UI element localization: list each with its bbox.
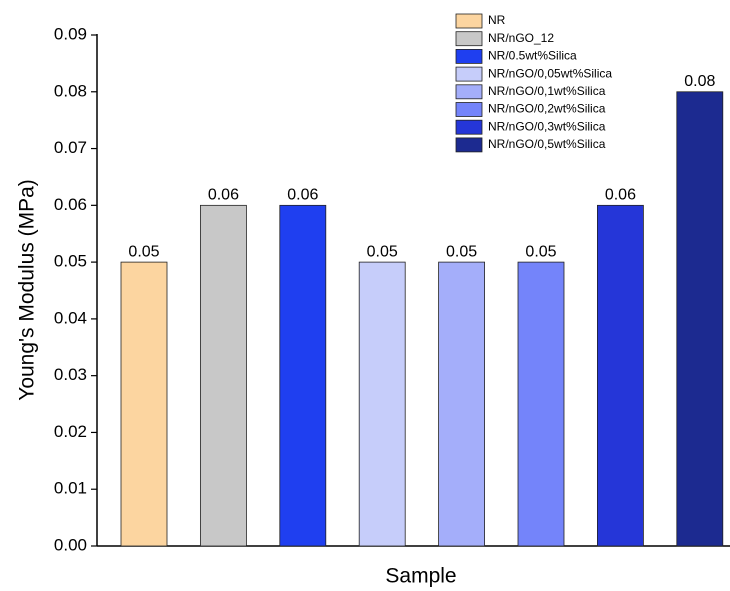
y-tick-label: 0.07 bbox=[54, 138, 87, 157]
value-label: 0.08 bbox=[684, 73, 715, 90]
legend-label: NR/nGO_12 bbox=[488, 31, 554, 45]
value-label: 0.05 bbox=[525, 243, 556, 260]
value-label: 0.05 bbox=[128, 243, 159, 260]
bar bbox=[438, 261, 486, 547]
bar bbox=[120, 261, 168, 547]
x-axis-title: Sample bbox=[385, 565, 456, 588]
value-label: 0.05 bbox=[446, 243, 477, 260]
legend-swatch bbox=[455, 119, 483, 135]
legend-label: NR/nGO/0,5wt%Silica bbox=[488, 137, 606, 151]
legend-label: NR bbox=[488, 13, 506, 27]
y-tick-label: 0.00 bbox=[54, 535, 87, 554]
y-tick-label: 0.08 bbox=[54, 81, 87, 100]
legend-label: NR/nGO/0,3wt%Silica bbox=[488, 119, 606, 133]
y-tick-label: 0.09 bbox=[54, 24, 87, 43]
y-tick-label: 0.04 bbox=[54, 308, 87, 327]
value-label: 0.05 bbox=[367, 243, 398, 260]
bar bbox=[199, 204, 247, 547]
bar bbox=[597, 204, 644, 547]
y-axis-title: Young's Modulus (MPa) bbox=[16, 179, 39, 401]
legend-swatch bbox=[455, 31, 483, 47]
value-label: 0.06 bbox=[287, 187, 318, 204]
value-label: 0.06 bbox=[208, 187, 239, 204]
legend-swatch bbox=[455, 84, 483, 100]
legend-swatch bbox=[455, 102, 483, 117]
value-label: 0.06 bbox=[605, 187, 636, 204]
legend-label: NR/0.5wt%Silica bbox=[488, 49, 577, 63]
legend-label: NR/nGO/0,05wt%Silica bbox=[488, 66, 612, 80]
y-tick-label: 0.03 bbox=[54, 365, 87, 384]
y-tick-label: 0.01 bbox=[54, 479, 87, 498]
bar bbox=[358, 261, 406, 547]
legend-swatch bbox=[455, 13, 483, 29]
y-tick-label: 0.06 bbox=[54, 195, 87, 214]
legend-swatch bbox=[455, 137, 483, 153]
bar bbox=[676, 91, 724, 547]
legend-swatch bbox=[455, 49, 483, 64]
bar bbox=[517, 261, 565, 547]
legend-label: NR/nGO/0,2wt%Silica bbox=[488, 102, 606, 116]
legend-label: NR/nGO/0,1wt%Silica bbox=[488, 84, 606, 98]
legend-swatch bbox=[455, 66, 483, 82]
y-tick-label: 0.05 bbox=[54, 252, 87, 271]
bar bbox=[279, 204, 327, 547]
y-tick-label: 0.02 bbox=[54, 422, 87, 441]
